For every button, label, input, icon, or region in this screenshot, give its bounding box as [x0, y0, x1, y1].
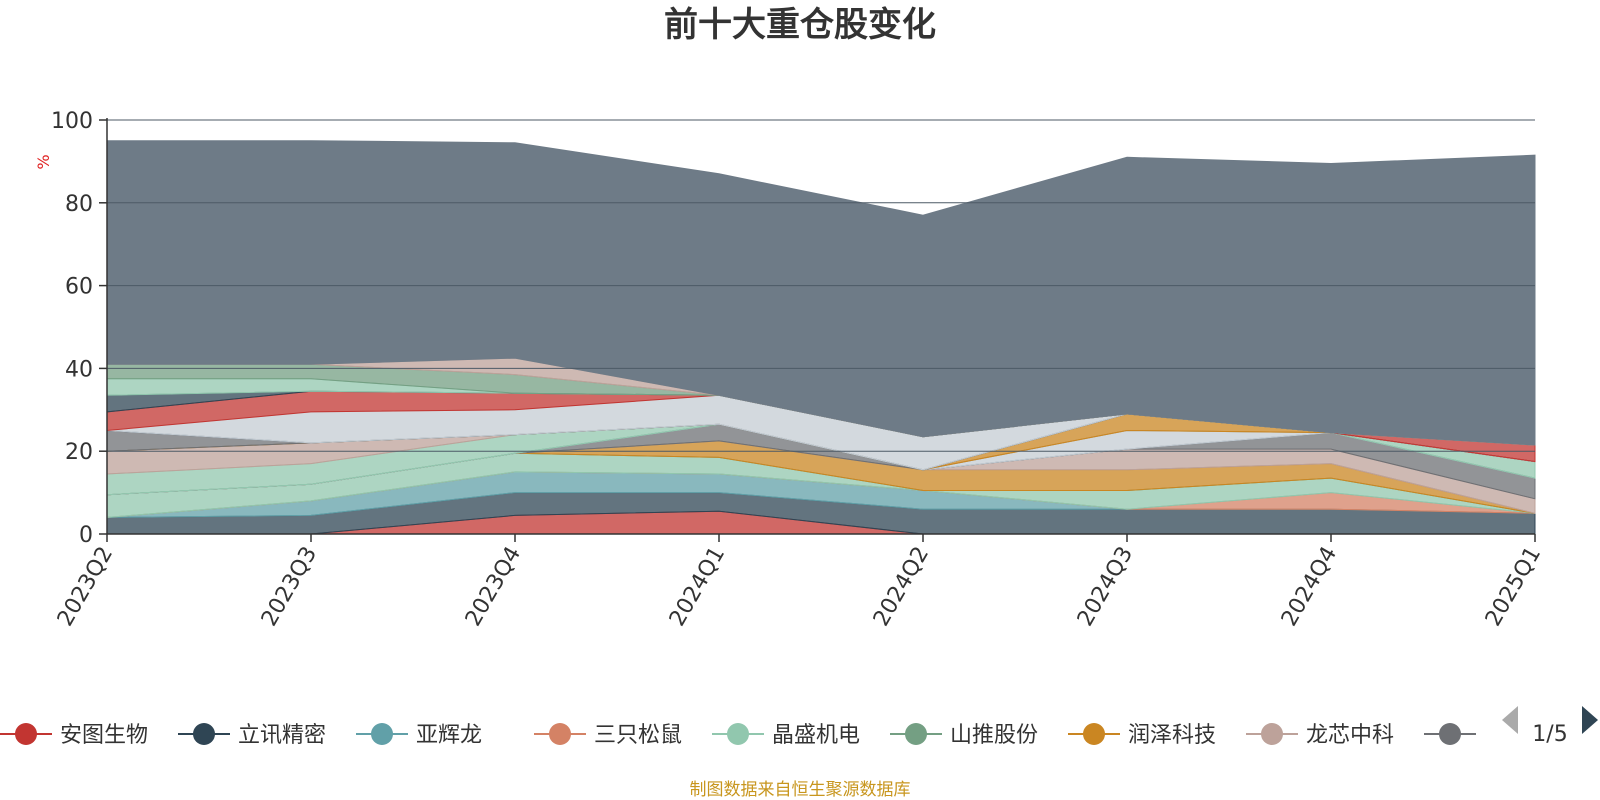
legend-item-0[interactable]: 安图生物	[0, 723, 148, 748]
legend-label-7: 龙芯中科	[1306, 723, 1394, 748]
y-tick-label-0: 0	[79, 523, 93, 548]
legend-item-7[interactable]: 龙芯中科	[1246, 723, 1394, 748]
y-tick-label-3: 60	[65, 275, 93, 300]
x-tick-label-1: 2023Q3	[257, 543, 322, 631]
legend-label-3: 三只松鼠	[594, 723, 682, 748]
area-series-group	[106, 140, 1536, 535]
y-tick-label-1: 20	[65, 440, 93, 465]
x-tick-label-6: 2024Q4	[1277, 543, 1342, 631]
y-axis-unit: %	[34, 154, 53, 169]
axes	[99, 118, 1536, 542]
y-tick-label-2: 40	[65, 357, 93, 382]
legend-marker-6	[1083, 723, 1105, 745]
legend-label-5: 山推股份	[950, 723, 1038, 748]
legend-label-6: 润泽科技	[1128, 723, 1216, 748]
x-tick-label-0: 2023Q2	[53, 543, 118, 631]
legend-marker-8	[1439, 723, 1461, 745]
legend-next-icon[interactable]	[1582, 706, 1598, 734]
x-tick-label-3: 2024Q1	[665, 543, 730, 631]
legend-item-6[interactable]: 润泽科技	[1068, 723, 1216, 748]
x-tick-label-2: 2023Q4	[461, 543, 526, 631]
legend-item-8[interactable]: 德业股份	[1424, 723, 1572, 748]
x-tick-label-7: 2025Q1	[1481, 543, 1546, 631]
legend-prev-icon[interactable]	[1502, 706, 1518, 734]
legend-marker-1	[193, 723, 215, 745]
legend[interactable]: 安图生物 立讯精密 亚辉龙 三只松鼠 晶盛机电 山推股份 润泽科技 龙芯中科 德业股份	[0, 723, 1572, 748]
y-tick-label-5: 100	[51, 109, 93, 134]
legend-pager[interactable]: 1/5	[1502, 706, 1598, 747]
legend-marker-5	[905, 723, 927, 745]
legend-item-4[interactable]: 晶盛机电	[712, 723, 860, 748]
area-series-22	[106, 140, 1536, 446]
x-tick-labels: 2023Q2 2023Q3 2023Q4 2024Q1 2024Q2 2024Q3 2024…	[53, 543, 1546, 631]
legend-label-4: 晶盛机电	[772, 723, 860, 748]
y-tick-labels: 0 20 40 60 80 100	[51, 109, 93, 548]
legend-item-3[interactable]: 三只松鼠	[534, 723, 682, 748]
data-source-note: 制图数据来自恒生聚源数据库	[690, 780, 911, 800]
legend-marker-2	[371, 723, 393, 745]
legend-page-indicator: 1/5	[1532, 722, 1567, 747]
x-tick-label-5: 2024Q3	[1073, 543, 1138, 631]
legend-marker-0	[15, 723, 37, 745]
legend-marker-7	[1261, 723, 1283, 745]
legend-label-1: 立讯精密	[238, 723, 326, 748]
legend-item-1[interactable]: 立讯精密	[178, 723, 326, 748]
legend-item-5[interactable]: 山推股份	[890, 723, 1038, 748]
grid-lines	[107, 119, 1535, 452]
y-tick-label-4: 80	[65, 192, 93, 217]
chart-title: 前十大重仓股变化	[664, 5, 936, 45]
legend-label-2: 亚辉龙	[416, 723, 482, 748]
x-tick-label-4: 2024Q2	[869, 543, 934, 631]
legend-item-2[interactable]: 亚辉龙	[356, 723, 482, 748]
legend-label-0: 安图生物	[60, 723, 148, 748]
legend-marker-4	[727, 723, 749, 745]
legend-marker-3	[549, 723, 571, 745]
